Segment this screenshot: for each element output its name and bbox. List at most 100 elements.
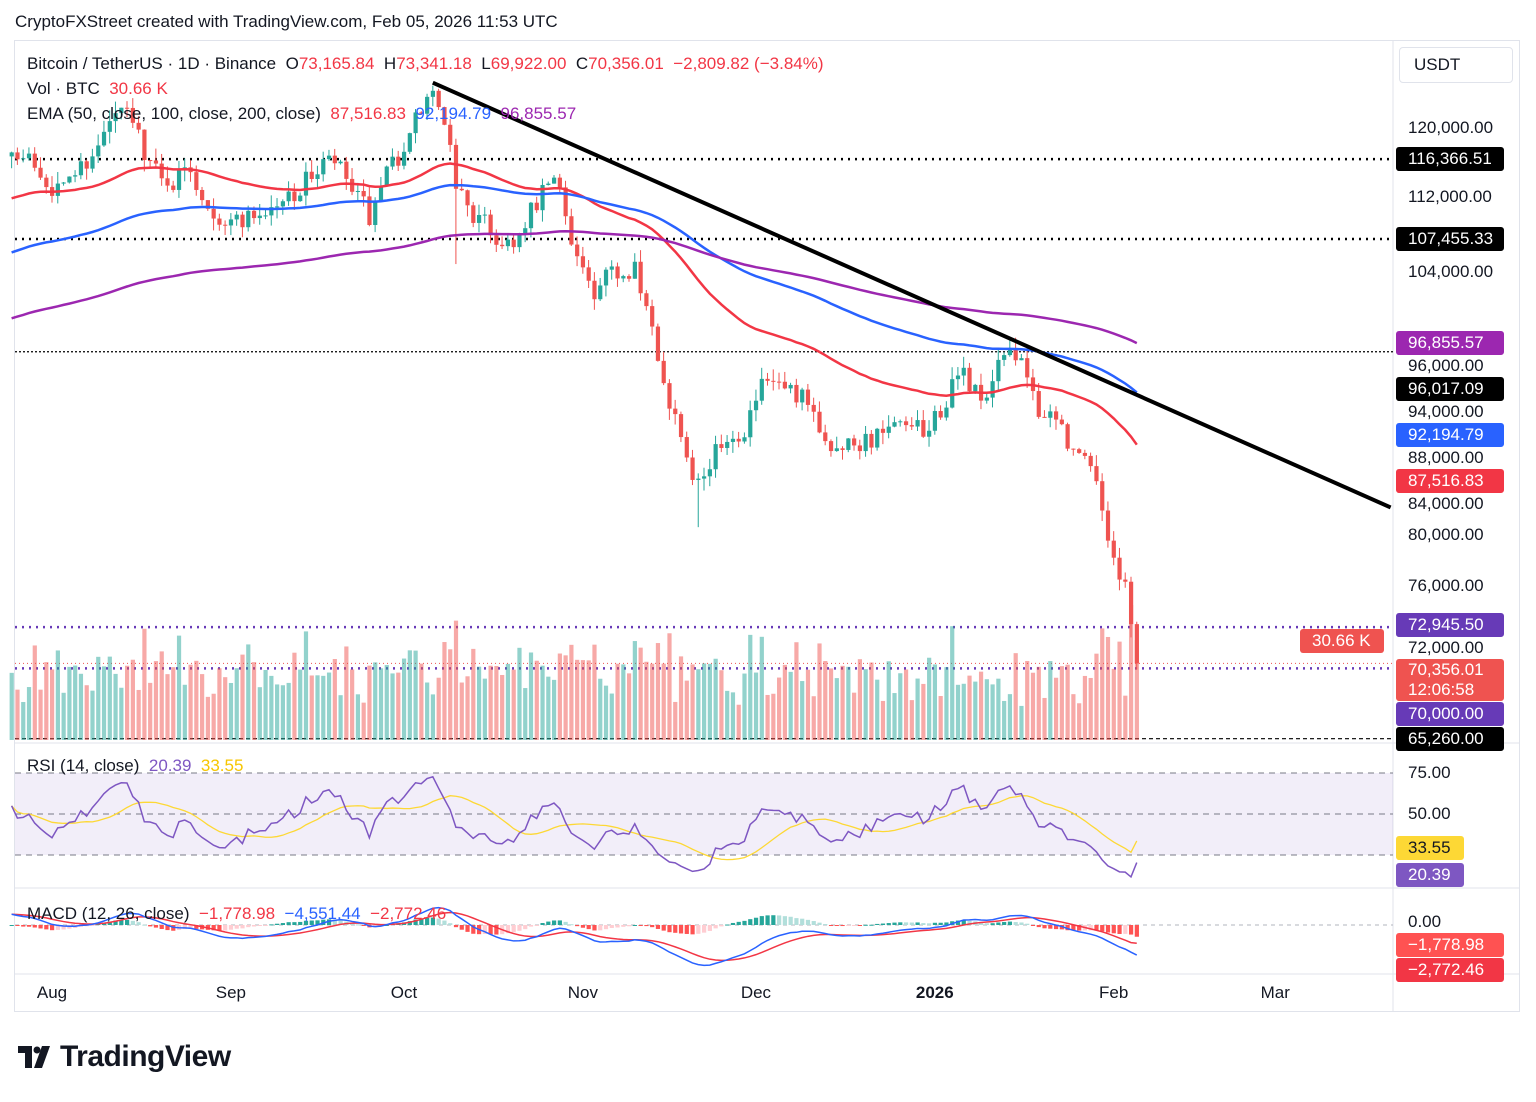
macd-label[interactable]: MACD (12, 26, close) <box>27 904 190 923</box>
volume-label[interactable]: Vol · BTC <box>27 79 100 98</box>
candle-body <box>794 384 799 403</box>
candle <box>632 253 637 279</box>
macd-histogram-bar <box>1088 925 1093 931</box>
volume-bar <box>880 700 886 740</box>
candle <box>1053 406 1059 430</box>
macd-histogram-bar <box>932 922 938 925</box>
candle <box>1059 414 1064 426</box>
candle <box>1036 382 1041 419</box>
macd-histogram-bar <box>557 920 562 925</box>
volume-bar <box>569 644 574 740</box>
volume-bar <box>407 650 412 740</box>
candle-body <box>1065 424 1070 449</box>
tradingview-logo[interactable]: TradingView <box>18 1040 231 1074</box>
macd-histogram-bar <box>1019 922 1024 925</box>
candle-body <box>453 144 459 189</box>
candle-body <box>950 379 955 408</box>
candle-body <box>1077 449 1082 453</box>
candle <box>1094 455 1099 485</box>
macd-histogram-bar <box>407 921 412 925</box>
ema-label[interactable]: EMA (50, close, 100, close, 200, close) <box>27 104 321 123</box>
volume-bar <box>338 695 343 740</box>
macd-histogram-bar <box>857 925 862 926</box>
rsi-ma-line <box>11 795 1138 861</box>
macd-histogram-bar <box>280 923 285 925</box>
volume-bar <box>563 655 568 740</box>
macd-histogram-bar <box>119 919 124 925</box>
rsi-label[interactable]: RSI (14, close) <box>27 756 140 775</box>
volume-bar <box>292 652 297 740</box>
candle-body <box>742 437 747 442</box>
macd-histogram-bar <box>159 925 164 930</box>
ema200-value: 96,855.57 <box>500 104 577 123</box>
macd-histogram-bar <box>96 924 101 926</box>
candle-body <box>298 195 303 202</box>
candle-body <box>1128 581 1134 625</box>
candle <box>707 458 712 487</box>
volume-bar <box>828 668 834 740</box>
candle-body <box>511 239 516 248</box>
volume-bar <box>396 672 401 740</box>
candle-body <box>823 432 828 442</box>
macd-histogram-bar <box>1111 925 1116 934</box>
candle-body <box>1123 579 1128 582</box>
candle <box>805 383 811 412</box>
candle <box>326 149 332 161</box>
candle-body <box>788 384 793 389</box>
volume-bar <box>967 675 972 740</box>
volume-bar <box>419 663 424 740</box>
candle <box>753 389 759 422</box>
macd-histogram-bar <box>9 925 14 926</box>
macd-histogram-bar <box>494 925 499 935</box>
volume-bar <box>1094 653 1099 740</box>
macd-histogram-bar <box>217 925 222 931</box>
volume-bar <box>528 652 534 740</box>
candle <box>101 120 107 147</box>
candle <box>159 153 164 186</box>
symbol-name[interactable]: Bitcoin / TetherUS · 1D · Binance <box>27 54 277 73</box>
macd-histogram-bar <box>223 925 228 931</box>
volume-bar <box>892 693 897 740</box>
volume-bar <box>650 663 655 740</box>
candle-body <box>130 107 135 123</box>
currency-selector[interactable]: USDT <box>1399 47 1513 83</box>
candle <box>551 175 557 184</box>
macd-histogram-bar <box>817 922 822 925</box>
high-value: 73,341.18 <box>396 54 472 73</box>
macd-histogram-bar <box>638 925 643 926</box>
volume-bar <box>67 666 72 740</box>
candle <box>742 432 747 444</box>
macd-histogram-bar <box>621 925 626 927</box>
candle-body <box>61 182 66 184</box>
volume-bar <box>465 676 470 740</box>
volume-bar <box>159 651 164 740</box>
macd-badge: −1,778.98 <box>1396 933 1504 957</box>
candle-body <box>1025 358 1030 378</box>
volume-bar <box>834 678 839 740</box>
candle-body <box>609 266 614 270</box>
volume-bar <box>575 659 580 740</box>
macd-histogram-bar <box>465 925 470 932</box>
macd-histogram-bar <box>1094 925 1099 931</box>
candle-body <box>159 163 164 179</box>
macd-histogram-bar <box>286 922 291 925</box>
macd-histogram-bar <box>257 925 262 926</box>
macd-histogram-bar <box>840 925 845 927</box>
candle-body <box>973 384 978 392</box>
volume-bar <box>903 669 909 740</box>
macd-histogram-bar <box>753 917 759 925</box>
candle-body <box>1048 411 1053 418</box>
macd-histogram-bar <box>927 923 932 925</box>
candle <box>413 109 418 144</box>
candle-body <box>465 190 470 206</box>
rsi-badge: 33.55 <box>1396 836 1464 860</box>
macd-histogram-bar <box>425 917 430 925</box>
macd-hist-value: −1,778.98 <box>198 904 276 923</box>
candle <box>644 289 649 311</box>
volume-bar <box>932 664 938 740</box>
candle <box>390 148 395 170</box>
macd-histogram-bar <box>961 920 966 925</box>
candle <box>823 424 828 446</box>
rsi-value: 20.39 <box>148 756 192 775</box>
